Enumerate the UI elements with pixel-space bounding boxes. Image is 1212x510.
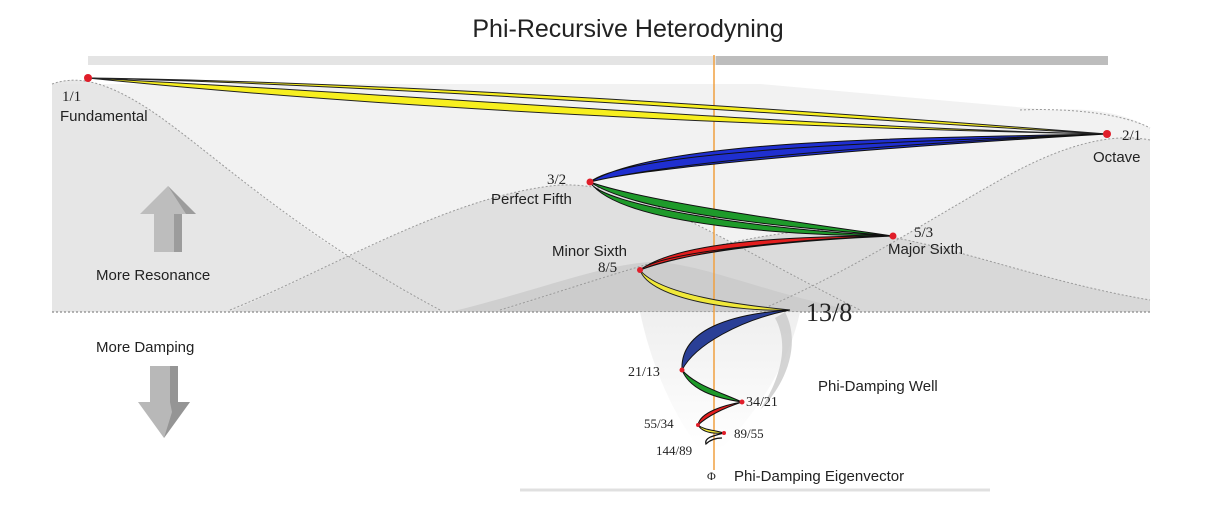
arrow-up-icon [140, 186, 196, 252]
diagram-title: Phi-Recursive Heterodyning [472, 15, 783, 43]
node-ratio-8-5: 8/5 [598, 260, 617, 276]
arrow-down-icon [138, 366, 190, 438]
node-ratio-1-1: 1/1 [62, 89, 81, 105]
label-more-resonance: More Resonance [96, 267, 210, 284]
node-ratio-21-13: 21/13 [628, 365, 660, 380]
label-phi-damping-well: Phi-Damping Well [818, 378, 938, 395]
minor-sixth-bell [450, 262, 860, 312]
node-ratio-3-2: 3/2 [547, 172, 566, 188]
node-ratio-55-34: 55/34 [644, 416, 674, 431]
node-name-octave: Octave [1093, 149, 1141, 166]
node-ratio-2-1: 2/1 [1122, 128, 1141, 144]
node-ratio-89-55: 89/55 [734, 426, 764, 441]
node-name-major-sixth: Major Sixth [888, 241, 963, 258]
ribbon-spiral-tail [705, 432, 725, 446]
top-bar-dark [716, 56, 1108, 65]
node-name-minor-sixth: Minor Sixth [552, 243, 627, 260]
damping-well-shadow [760, 312, 792, 410]
node-ratio-5-3: 5/3 [914, 225, 933, 241]
label-more-damping: More Damping [96, 339, 194, 356]
node-ratio-144-89: 144/89 [656, 443, 692, 458]
envelope-curves [51, 79, 1151, 311]
label-phi-damping-eigenvector: Phi-Damping Eigenvector [734, 468, 904, 485]
node-dots [84, 74, 1111, 435]
node-ratio-13-8: 13/8 [806, 298, 852, 327]
node-name-fundamental: Fundamental [60, 108, 148, 125]
fundamental-bell [52, 80, 440, 312]
node-name-perfect-fifth: Perfect Fifth [491, 191, 572, 208]
node-ratio-34-21: 34/21 [746, 395, 778, 410]
damping-well-shade [640, 312, 800, 450]
top-bar-light [88, 56, 716, 65]
eigenvector-symbol: Φ [707, 469, 716, 483]
